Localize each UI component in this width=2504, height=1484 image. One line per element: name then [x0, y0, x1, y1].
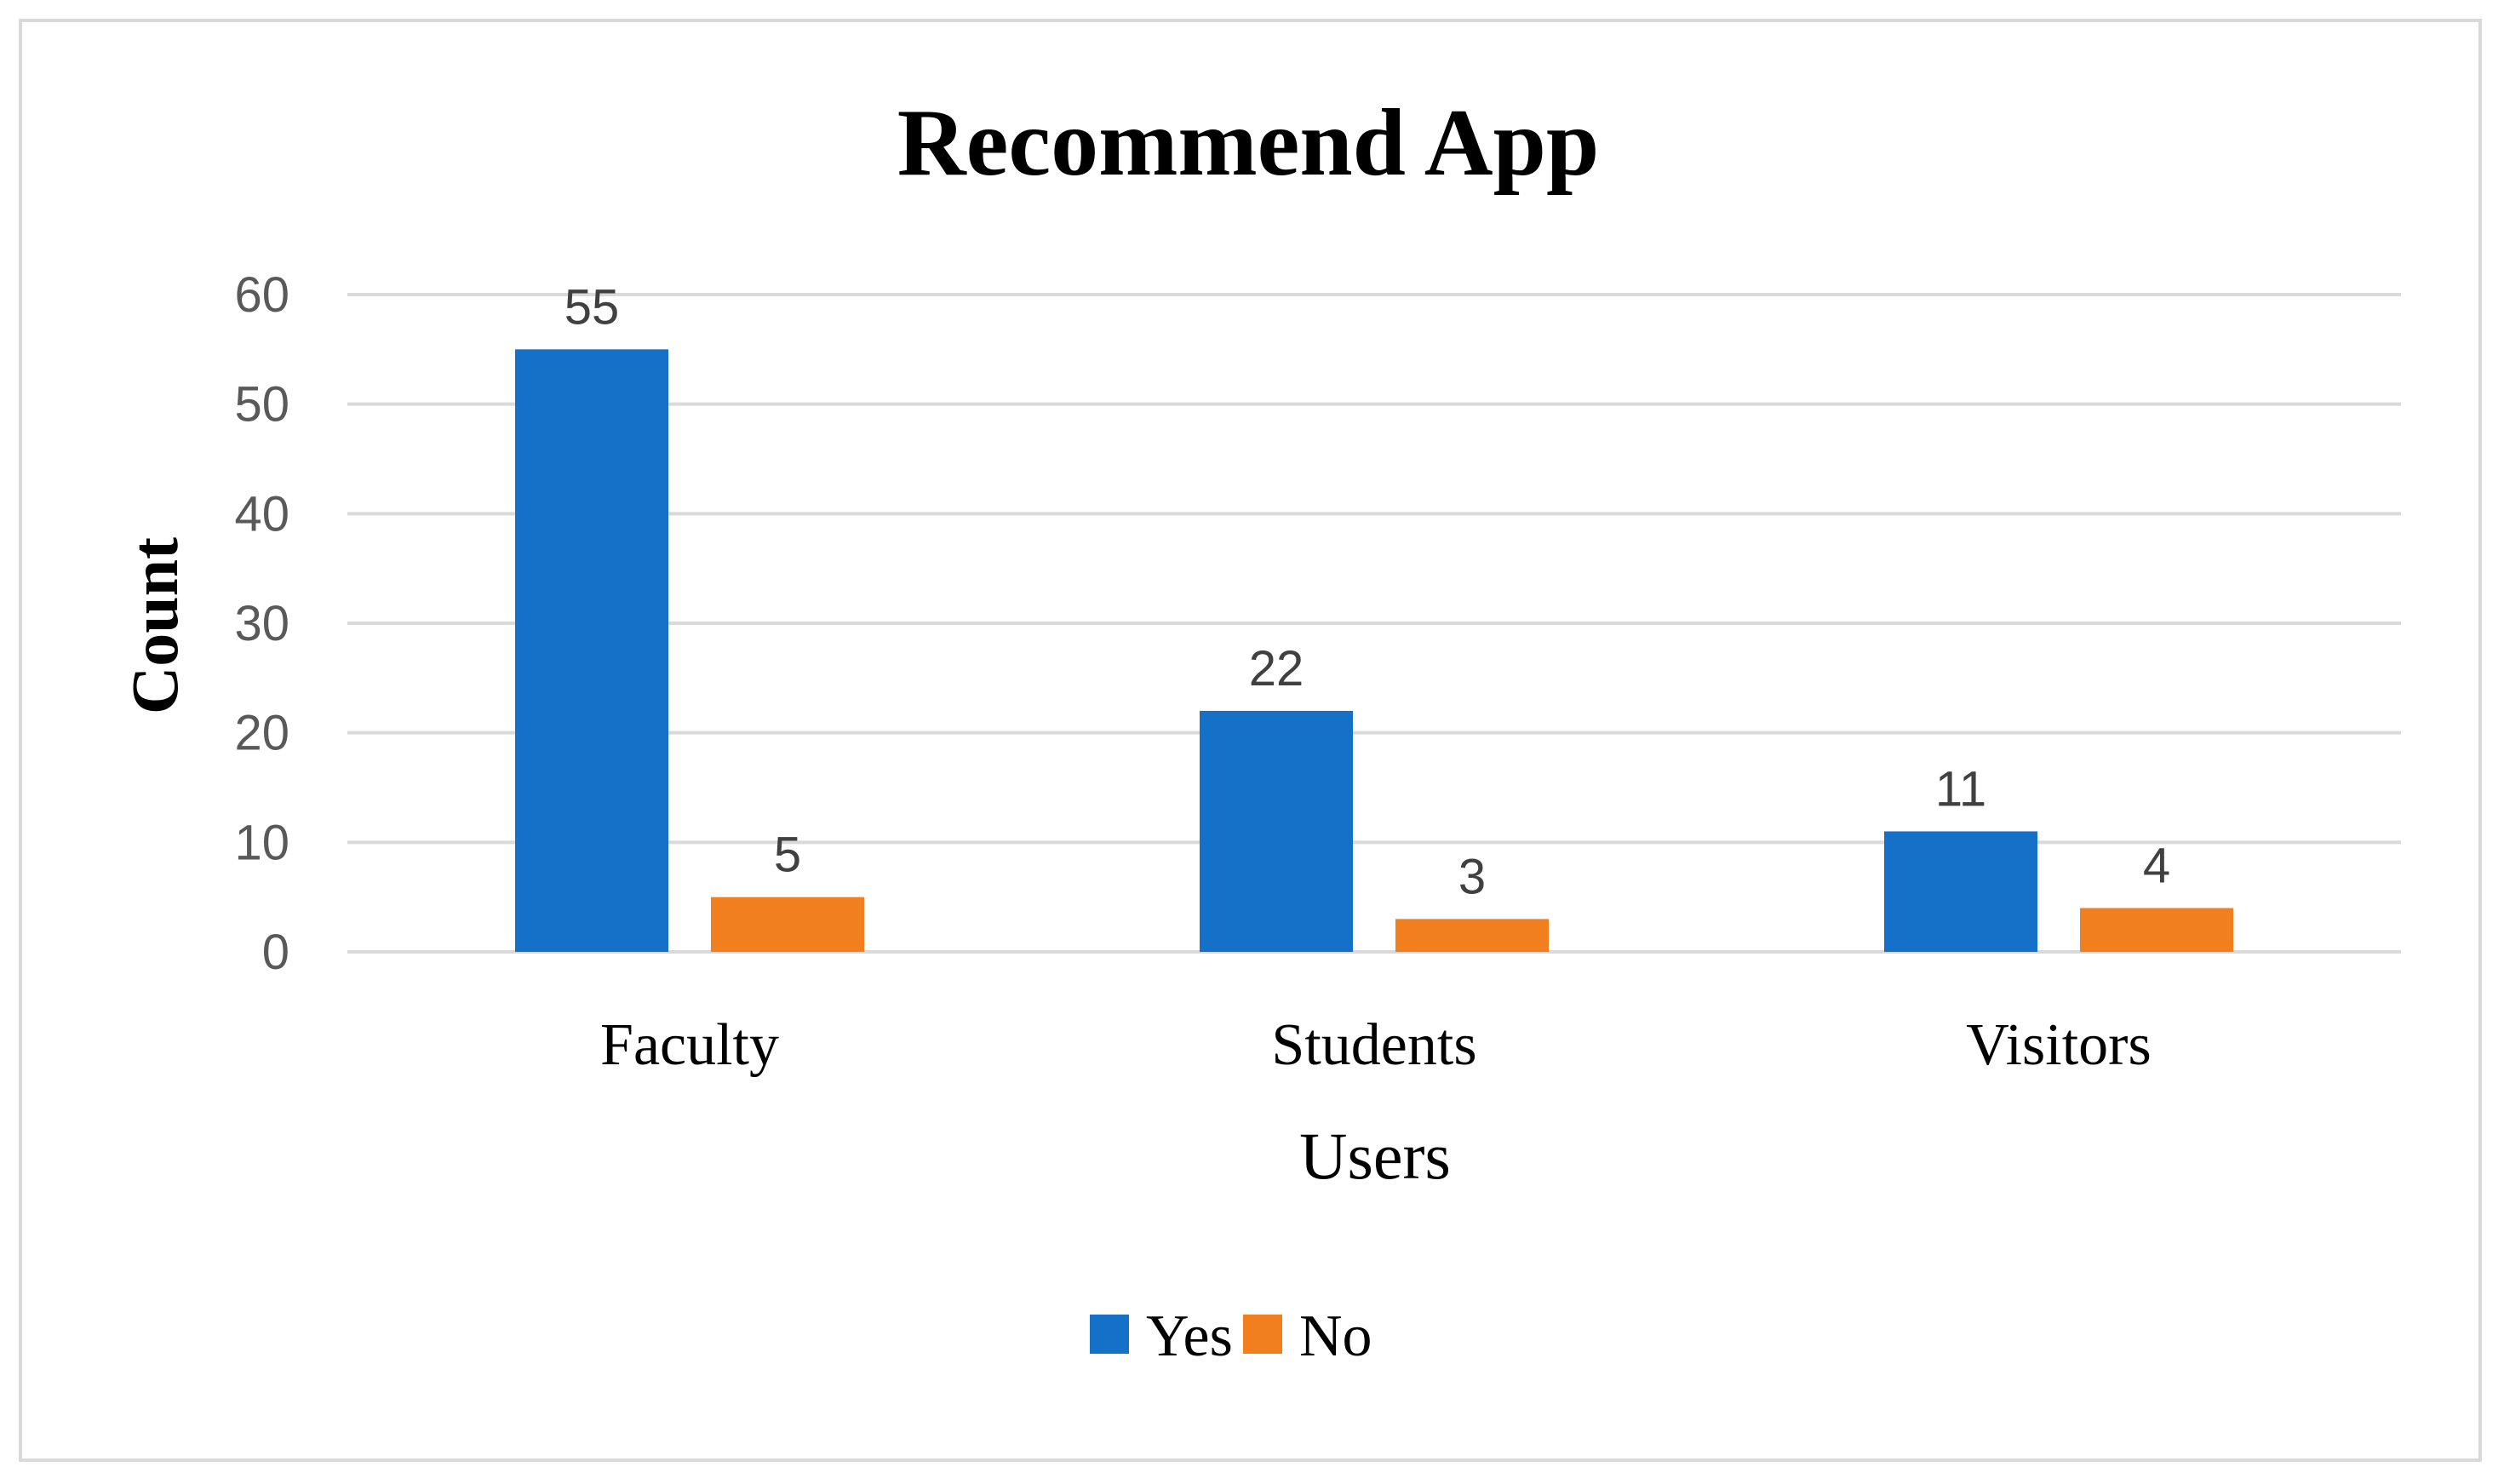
x-tick-label-faculty: Faculty: [600, 1012, 779, 1078]
bar-faculty-no: [711, 897, 864, 952]
legend-swatch-yes: [1090, 1315, 1129, 1354]
x-axis-title: Users: [1299, 1119, 1451, 1193]
y-tick-label: 20: [234, 706, 289, 761]
data-label-faculty-no: 5: [774, 828, 801, 883]
y-tick-label: 30: [234, 596, 289, 651]
x-tick-label-students: Students: [1271, 1012, 1476, 1078]
data-label-faculty-yes: 55: [564, 279, 620, 335]
y-tick-label: 0: [262, 925, 289, 980]
bar-visitors-yes: [1884, 831, 2037, 952]
data-label-students-no: 3: [1458, 849, 1486, 904]
x-tick-label-visitors: Visitors: [1966, 1012, 2152, 1078]
gridlines: [347, 293, 2401, 954]
data-label-visitors-no: 4: [2143, 839, 2170, 894]
y-axis-ticks: 0 10 20 30 40 50 60: [234, 267, 289, 980]
data-label-visitors-yes: 11: [1935, 761, 1986, 816]
legend: Yes No: [1090, 1304, 1372, 1369]
bars: [515, 349, 2233, 952]
y-tick-label: 40: [234, 486, 289, 541]
bar-faculty-yes: [515, 349, 668, 952]
y-tick-label: 50: [234, 377, 289, 433]
chart-title: Recommend App: [897, 90, 1599, 196]
legend-swatch-no: [1243, 1315, 1282, 1354]
x-axis-category-labels: Faculty Students Visitors: [600, 1012, 2152, 1078]
bar-students-yes: [1200, 710, 1353, 952]
bar-students-no: [1395, 919, 1549, 952]
bar-visitors-no: [2080, 908, 2233, 952]
legend-label-no: No: [1299, 1304, 1372, 1369]
data-label-students-yes: 22: [1249, 641, 1304, 696]
y-tick-label: 10: [234, 815, 289, 870]
y-tick-label: 60: [234, 267, 289, 323]
legend-label-yes: Yes: [1146, 1304, 1233, 1369]
y-axis-title: Count: [117, 537, 192, 714]
